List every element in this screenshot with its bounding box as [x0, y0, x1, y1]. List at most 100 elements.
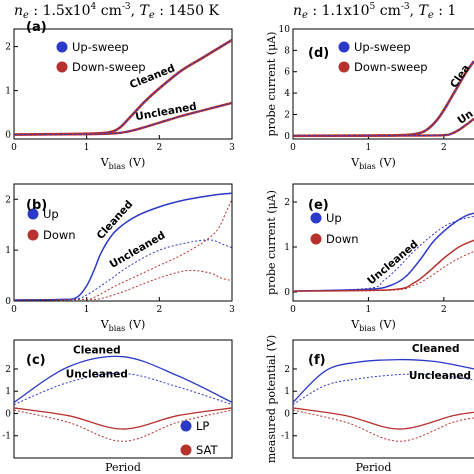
series-line-1 — [293, 215, 474, 292]
series-line-0 — [293, 212, 474, 292]
legend-entry: SAT — [196, 443, 218, 457]
y-tick-label: 4 — [284, 89, 290, 99]
series-line-3 — [293, 251, 474, 292]
curve-annotation: Cleaned — [412, 343, 460, 355]
x-tick-label: 1 — [84, 305, 90, 315]
series-line-2 — [293, 117, 474, 137]
panel-label: (c) — [26, 353, 46, 368]
y-tick-label: 2 — [284, 110, 290, 120]
curve-annotation: Uncleaned — [108, 229, 168, 270]
legend-marker — [180, 420, 192, 432]
legend-marker — [338, 61, 350, 73]
legend-marker — [27, 208, 39, 220]
y-axis-title: probe current (μA) — [265, 32, 278, 137]
series-group — [293, 212, 474, 292]
legend-marker — [338, 41, 350, 53]
series-line-0 — [14, 355, 232, 403]
series-group — [293, 358, 474, 442]
series-line-0 — [293, 358, 474, 403]
legend-entry: Up — [43, 207, 59, 221]
y-tick-label: 2 — [5, 195, 11, 205]
y-tick-label: 0 — [5, 297, 11, 307]
legend-marker — [56, 61, 68, 73]
y-tick-label: 1 — [5, 246, 11, 256]
axes-frame — [13, 339, 233, 459]
x-tick-label: 2 — [441, 305, 447, 315]
series-line-1 — [293, 373, 474, 405]
series-line-3 — [14, 409, 232, 442]
y-tick-label: 6 — [284, 68, 290, 78]
y-tick-label: 2 — [5, 43, 11, 53]
y-tick-label: 1 — [284, 387, 290, 397]
curve-annotation: Uncleaned — [66, 368, 128, 380]
y-tick-label: 1 — [5, 387, 11, 397]
axes-frame — [292, 339, 474, 459]
series-group — [14, 38, 232, 136]
series-line-3 — [293, 409, 474, 442]
series-line-2 — [14, 101, 232, 136]
legend-entry: Up-sweep — [72, 40, 129, 54]
y-tick-label: -1 — [2, 432, 11, 442]
x-tick-label: 1 — [366, 143, 372, 153]
legend-entry: Down-sweep — [72, 60, 146, 74]
legend-entry: Down-sweep — [354, 60, 428, 74]
axes-frame — [292, 183, 474, 302]
x-axis-title: Vbias (V) — [350, 318, 396, 333]
curve-annotation: Un — [455, 108, 474, 127]
y-tick-label: 2 — [284, 365, 290, 375]
axes-frame — [13, 183, 233, 302]
y-tick-label: 10 — [279, 25, 291, 35]
curve-annotation: Cleaned — [73, 344, 121, 356]
y-tick-label: 1 — [5, 87, 11, 97]
y-tick-label: 2 — [5, 365, 11, 375]
series-line-0 — [14, 38, 232, 136]
y-tick-label: 0 — [5, 409, 11, 419]
x-tick-label: 0 — [290, 143, 296, 153]
series-line-0 — [14, 192, 232, 301]
series-line-1 — [14, 39, 232, 136]
series-line-2 — [14, 407, 232, 430]
legend-entry: LP — [196, 419, 209, 433]
x-axis-title: Period — [105, 461, 141, 474]
curve-annotation: Uncleaned — [365, 238, 420, 287]
y-axis-title: measured potential (V) — [265, 335, 278, 463]
x-tick-label: 2 — [156, 143, 162, 153]
legend-marker — [310, 233, 322, 245]
left-header-title: ne : 1.5x104 cm-3, Te : 1450 K — [14, 2, 220, 21]
axes-frame — [292, 28, 474, 140]
y-tick-label: 0 — [5, 131, 11, 141]
legend-entry: Up-sweep — [354, 40, 411, 54]
x-tick-label: 0 — [11, 143, 17, 153]
x-tick-label: 0 — [11, 305, 17, 315]
legend-marker — [180, 444, 192, 456]
curve-annotation: Uncleaned — [409, 370, 471, 382]
x-tick-label: 1 — [84, 143, 90, 153]
legend-entry: Up — [326, 211, 342, 225]
series-line-1 — [14, 239, 232, 301]
x-tick-label: 3 — [229, 143, 235, 153]
axes-frame — [13, 28, 233, 140]
panel-c: 2 1 0 -1 Cleaned Uncleaned LP SAT (c) Period — [2, 339, 233, 474]
y-tick-label: 0 — [284, 409, 290, 419]
panel-label: (f) — [308, 353, 326, 368]
legend-entry: Down — [43, 228, 76, 242]
y-tick-label: 0 — [284, 288, 290, 298]
x-tick-label: 0 — [290, 305, 296, 315]
legend-marker — [56, 41, 68, 53]
y-tick-label: 0 — [284, 132, 290, 142]
series-line-2 — [293, 407, 474, 430]
series-group — [14, 355, 232, 442]
y-axis-title: probe current (μA) — [265, 190, 278, 295]
series-group — [14, 192, 232, 301]
y-tick-label: -1 — [281, 432, 290, 442]
x-tick-label: 2 — [441, 143, 447, 153]
x-tick-label: 2 — [156, 305, 162, 315]
legend-marker — [310, 212, 322, 224]
y-tick-label: 2 — [284, 198, 290, 208]
y-tick-label: 1 — [284, 243, 290, 253]
series-line-3 — [14, 102, 232, 136]
series-line-3 — [293, 118, 474, 137]
series-line-1 — [14, 372, 232, 406]
